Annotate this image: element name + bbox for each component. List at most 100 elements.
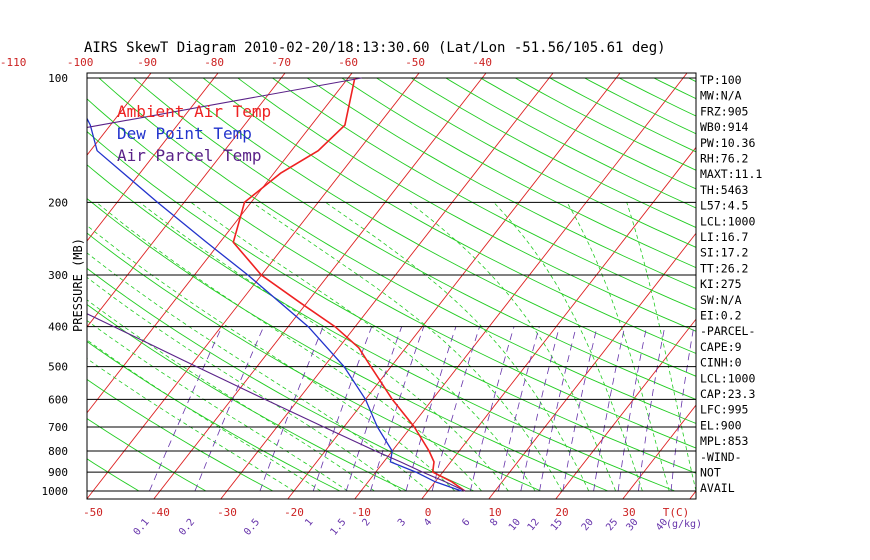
stability-index-item: LFC:995 xyxy=(700,403,748,417)
dry-adiabat-line xyxy=(237,77,696,332)
mixing-ratio-line xyxy=(562,326,598,492)
stability-index-item: CAP:23.3 xyxy=(700,387,755,401)
bottom-temp-tick-label: 0 xyxy=(425,506,432,519)
pressure-tick-label: 700 xyxy=(48,421,68,434)
stability-index-item: PW:10.36 xyxy=(700,136,755,150)
dry-adiabat-line xyxy=(376,77,696,248)
dry-adiabat-line xyxy=(87,340,341,492)
stability-index-item: -PARCEL- xyxy=(700,324,755,338)
isotherm-line xyxy=(354,73,688,499)
stability-index-item: FRZ:905 xyxy=(700,104,748,118)
chart-title: AIRS SkewT Diagram 2010-02-20/18:13:30.6… xyxy=(84,40,666,56)
moist-adiabat-line xyxy=(493,202,643,492)
dry-adiabat-line xyxy=(98,77,696,424)
diagram-background-lines xyxy=(0,69,870,500)
stability-index-item: SI:17.2 xyxy=(700,246,748,260)
moist-adiabat-line xyxy=(87,299,375,492)
dry-adiabat-line xyxy=(87,131,696,474)
moist-adiabat-line xyxy=(96,201,482,492)
pressure-tick-label: 300 xyxy=(48,269,68,282)
stability-index-item: MW:N/A xyxy=(700,89,742,103)
mixing-ratio-tick-label: 4 xyxy=(422,517,434,529)
isotherm-line xyxy=(287,73,621,499)
isotherm-line xyxy=(0,69,20,500)
isotherm-line xyxy=(153,73,487,499)
dry-adiabat-line xyxy=(272,77,696,311)
bottom-temp-tick-label: -20 xyxy=(284,506,304,519)
bottom-temp-tick-label: 30 xyxy=(622,506,635,519)
dry-adiabat-line xyxy=(445,77,696,209)
mixing-ratio-line xyxy=(194,326,264,492)
dry-adiabat-line xyxy=(306,77,696,289)
mixing-ratio-tick-label: 0.2 xyxy=(177,517,197,538)
top-temp-tick-label: -100 xyxy=(67,56,94,69)
pressure-tick-label: 100 xyxy=(48,72,68,85)
stability-index-item: RH:76.2 xyxy=(700,152,748,166)
dry-adiabat-line xyxy=(87,378,274,492)
isotherm-line xyxy=(87,73,286,328)
mixing-ratio-tick-label: 25 xyxy=(604,517,620,533)
dry-adiabat-line xyxy=(87,303,408,492)
bottom-temp-tick-label: -30 xyxy=(217,506,237,519)
mixing-ratio-line xyxy=(593,326,626,492)
bottom-temp-tick-label: -10 xyxy=(351,506,371,519)
mixing-ratio-line xyxy=(370,326,425,492)
dry-adiabat-line xyxy=(411,77,696,228)
isotherm-line xyxy=(87,73,353,414)
stability-index-item: L57:4.5 xyxy=(700,199,748,213)
moist-adiabat-line xyxy=(566,202,670,492)
legend-entry: Dew Point Temp xyxy=(117,124,252,143)
stability-index-item: TT:26.2 xyxy=(700,261,748,275)
stability-index-item: LCL:1000 xyxy=(700,214,755,228)
bottom-temp-tick-label: 20 xyxy=(555,506,568,519)
mixing-ratio-tick-label: 3 xyxy=(396,517,408,529)
stability-index-item: CAPE:9 xyxy=(700,340,742,354)
dry-adiabat-line xyxy=(168,77,696,377)
mixing-ratio-tick-label: 30 xyxy=(625,517,641,533)
stability-index-item: MPL:853 xyxy=(700,434,749,448)
series-line-ambient-air-temp xyxy=(232,77,466,492)
mixing-ratio-tick-label: 1.5 xyxy=(328,517,348,538)
legend-entry: Ambient Air Temp xyxy=(117,102,271,121)
mixing-ratio-unit-label: (g/kg) xyxy=(666,519,702,530)
stability-index-item: TP:100 xyxy=(700,73,742,87)
top-temp-tick-label: -50 xyxy=(405,56,425,69)
temp-unit-label: T(C) xyxy=(663,506,690,519)
mixing-ratio-tick-label: 0.5 xyxy=(242,517,262,538)
top-temp-tick-label: -80 xyxy=(204,56,224,69)
moist-adiabat-line xyxy=(251,201,563,492)
pressure-tick-label: 200 xyxy=(48,196,68,209)
mixing-ratio-line xyxy=(617,326,647,492)
sounding-curves xyxy=(87,77,466,492)
stability-index-item: WB0:914 xyxy=(700,120,749,134)
dry-adiabat-line xyxy=(87,98,696,449)
isotherm-line xyxy=(87,73,152,156)
moist-adiabat-line xyxy=(408,201,616,492)
isotherm-line xyxy=(220,73,554,499)
series-line-air-parcel-temp xyxy=(87,77,466,492)
top-temp-tick-label: -70 xyxy=(271,56,291,69)
pressure-tick-label: 1000 xyxy=(42,485,69,498)
mixing-ratio-line xyxy=(312,326,373,492)
stability-index-item: SW:N/A xyxy=(700,293,742,307)
isotherm-line xyxy=(555,318,696,499)
dry-adiabat-line xyxy=(87,198,609,492)
mixing-ratio-line xyxy=(520,326,560,492)
isotherm-line xyxy=(756,69,870,500)
stability-index-item: LCL:1000 xyxy=(700,371,755,385)
stability-index-item: -WIND- xyxy=(700,450,742,464)
legend-entry: Air Parcel Temp xyxy=(117,146,262,165)
bottom-temp-tick-label: -50 xyxy=(83,506,103,519)
mixing-ratio-tick-label: 1 xyxy=(303,517,315,529)
isobar-lines xyxy=(87,77,696,492)
stability-index-item: CINH:0 xyxy=(700,356,742,370)
mixing-ratio-tick-label: 2 xyxy=(360,517,372,529)
top-temp-tick-label: -110 xyxy=(0,56,26,69)
stability-index-item: LI:16.7 xyxy=(700,230,749,244)
mixing-ratio-line xyxy=(345,326,403,492)
dry-adiabat-line xyxy=(341,77,696,269)
dry-adiabat-line xyxy=(87,267,475,492)
bottom-temp-tick-label: -40 xyxy=(150,506,170,519)
